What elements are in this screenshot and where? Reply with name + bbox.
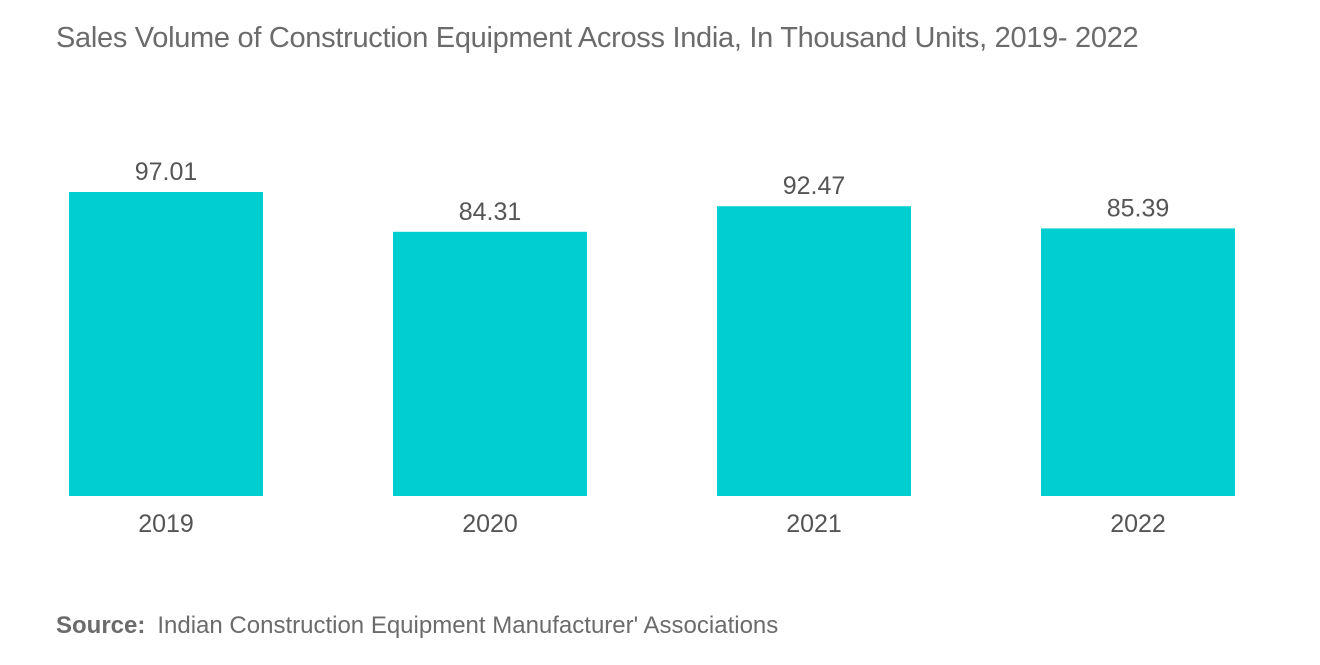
chart-title: Sales Volume of Construction Equipment A… — [56, 22, 1139, 54]
source-note: Source: Indian Construction Equipment Man… — [56, 612, 778, 640]
x-tick-label-2021: 2021 — [786, 510, 842, 538]
bar-2019 — [69, 192, 263, 496]
data-label-2020: 84.31 — [459, 198, 522, 226]
bar-2022 — [1041, 228, 1235, 496]
data-label-2021: 92.47 — [783, 172, 846, 200]
source-text: Indian Construction Equipment Manufactur… — [157, 612, 779, 639]
x-tick-label-2020: 2020 — [462, 510, 518, 538]
bar-2021 — [717, 206, 911, 496]
data-label-2022: 85.39 — [1107, 194, 1170, 222]
x-tick-label-2022: 2022 — [1110, 510, 1166, 538]
source-label: Source: — [56, 612, 146, 639]
bar-2020 — [393, 231, 587, 496]
x-tick-label-2019: 2019 — [138, 510, 194, 538]
data-label-2019: 97.01 — [135, 158, 198, 186]
